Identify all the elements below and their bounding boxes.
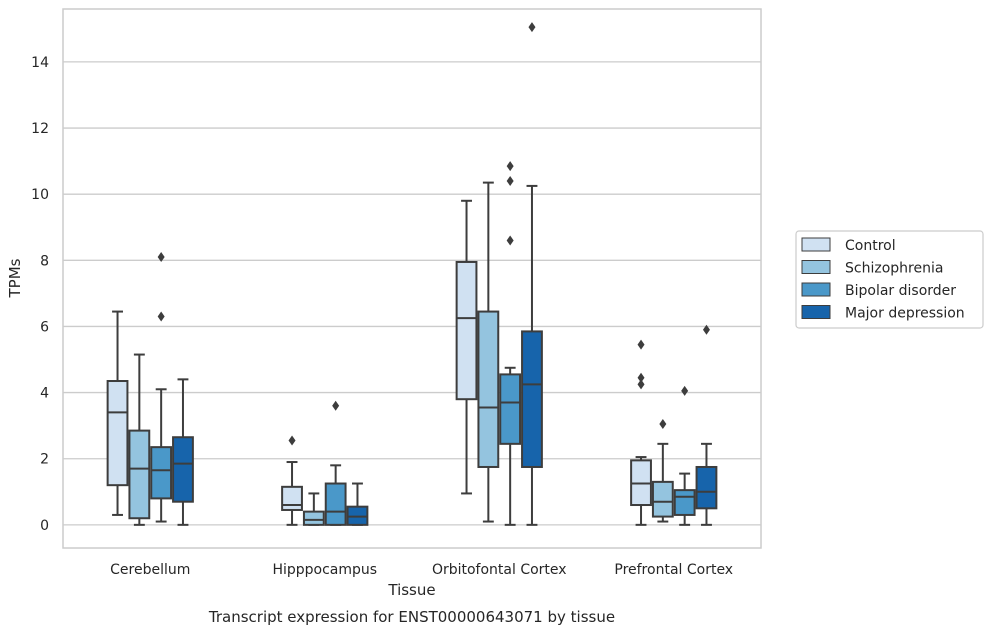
box-iqr	[150, 446, 173, 500]
box-2-2	[499, 161, 522, 526]
box-iqr	[499, 373, 522, 445]
box-0-1	[128, 353, 151, 526]
legend-label: Control	[845, 238, 896, 254]
box-1-0	[281, 435, 303, 526]
box-0-2	[150, 252, 173, 523]
y-tick-label: 6	[40, 319, 49, 335]
flier-point	[332, 400, 340, 411]
box-3-0	[630, 339, 652, 526]
box-1-2	[324, 400, 347, 526]
x-tick-label: Prefrontal Cortex	[614, 562, 733, 578]
box-iqr	[324, 482, 347, 526]
box-3-2	[673, 385, 696, 526]
flier-point	[637, 339, 645, 350]
flier-point	[659, 418, 667, 429]
box-iqr	[477, 310, 500, 468]
y-tick-label: 2	[40, 452, 49, 468]
flier-point	[506, 235, 514, 246]
plot-frame	[62, 8, 762, 549]
y-tick-label: 14	[31, 55, 49, 71]
box-0-3	[172, 378, 194, 526]
box-3-1	[651, 418, 674, 523]
chart-caption: Transcript expression for ENST0000064307…	[208, 608, 615, 626]
box-iqr	[128, 429, 151, 520]
flier-point	[637, 372, 645, 383]
x-tick-label: Hipppocampus	[272, 562, 377, 578]
box-1-3	[346, 482, 369, 526]
x-axis-label: Tissue	[387, 581, 435, 599]
legend-swatch	[801, 305, 831, 319]
flier-point	[288, 435, 296, 446]
box-iqr	[651, 480, 674, 518]
legend-swatch	[801, 282, 831, 297]
legend-swatch	[801, 237, 831, 252]
flier-point	[506, 161, 514, 172]
x-tick-labels: Cerebellum Hipppocampus Orbitofontal Corte…	[110, 562, 733, 578]
box-iqr	[695, 465, 718, 510]
flier-point	[506, 175, 514, 186]
y-tick-label: 10	[31, 187, 49, 203]
box-iqr	[455, 260, 478, 401]
legend-label: Bipolar disorder	[845, 283, 956, 299]
y-tick-label: 12	[31, 121, 49, 137]
y-tick-labels: 0 2 4 6 8 10 12 14	[31, 55, 49, 534]
legend-swatch	[801, 260, 831, 274]
flier-point	[681, 385, 689, 396]
box-iqr	[281, 485, 303, 511]
flier-point	[637, 379, 645, 390]
box-iqr	[521, 330, 543, 468]
boxes-layer	[106, 22, 718, 526]
legend: Control Schizophrenia Bipolar disorder Majo…	[795, 230, 984, 329]
box-1-1	[302, 492, 325, 526]
y-tick-label: 0	[40, 518, 49, 534]
box-iqr	[673, 489, 696, 516]
legend-label: Schizophrenia	[845, 261, 943, 277]
x-tick-label: Orbitofontal Cortex	[432, 562, 567, 578]
flier-point	[157, 252, 165, 263]
box-iqr	[302, 510, 325, 526]
y-axis-label: TPMs	[6, 258, 24, 298]
flier-point	[528, 22, 536, 33]
legend-frame	[795, 230, 984, 329]
flier-point	[157, 311, 165, 322]
box-0-0	[106, 310, 129, 516]
legend-label: Major depression	[845, 306, 965, 322]
box-iqr	[172, 436, 194, 503]
x-tick-label: Cerebellum	[110, 562, 190, 578]
flier-point	[702, 324, 710, 335]
y-tick-label: 4	[40, 386, 49, 402]
box-2-1	[477, 181, 500, 523]
box-iqr	[106, 380, 129, 487]
box-2-0	[455, 199, 478, 495]
box-2-3	[521, 22, 543, 526]
box-3-3	[695, 324, 718, 526]
y-tick-label: 8	[40, 253, 49, 269]
